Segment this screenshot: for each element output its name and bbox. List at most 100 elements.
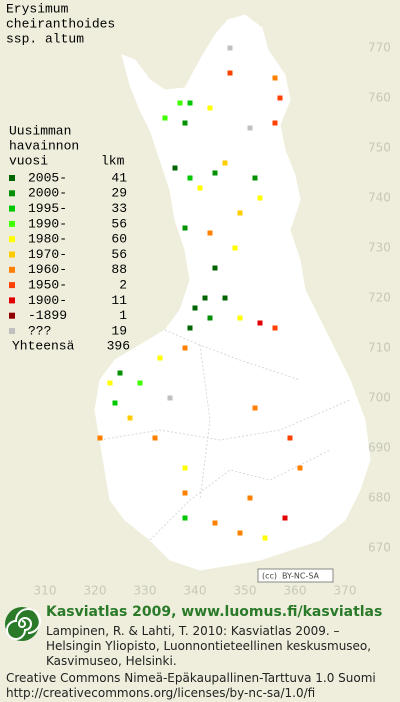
x-axis-label: 350 bbox=[234, 584, 257, 598]
legend-heading: Uusimman bbox=[9, 123, 71, 138]
observation-square bbox=[212, 170, 218, 176]
legend-swatch bbox=[9, 328, 15, 334]
brand: Kasviatlas 2009, www.luomus.fi/kasviatla… bbox=[46, 604, 383, 620]
y-axis-label: 710 bbox=[368, 341, 391, 355]
observation-square bbox=[112, 400, 118, 406]
x-axis-label: 320 bbox=[84, 584, 107, 598]
legend-swatch bbox=[9, 190, 15, 197]
observation-square bbox=[257, 320, 263, 326]
y-axis-label: 740 bbox=[368, 191, 391, 205]
legend-count: 1 bbox=[119, 308, 127, 323]
legend-count: 11 bbox=[111, 293, 127, 308]
observation-square bbox=[107, 380, 113, 386]
observation-square bbox=[182, 490, 188, 496]
license-cc: (cc) bbox=[262, 572, 277, 581]
legend-swatch bbox=[9, 266, 15, 273]
x-axis-label: 310 bbox=[34, 584, 57, 598]
observation-square bbox=[237, 315, 243, 321]
legend-col-count: lkm bbox=[101, 153, 125, 168]
observation-square bbox=[137, 380, 143, 386]
title-line: Erysimum bbox=[6, 1, 69, 16]
y-axis-label: 770 bbox=[368, 41, 391, 55]
observation-square bbox=[182, 465, 188, 471]
license-badge-text: BY-NC-SA bbox=[282, 572, 320, 581]
legend-count: 60 bbox=[111, 232, 127, 247]
y-axis-label: 670 bbox=[368, 541, 391, 555]
legend-period: 1980- bbox=[28, 232, 67, 247]
y-axis-label: 690 bbox=[368, 441, 391, 455]
observation-square bbox=[227, 70, 233, 76]
legend-period: 1990- bbox=[28, 216, 67, 231]
legend-period: 1900- bbox=[28, 293, 67, 308]
observation-square bbox=[222, 160, 228, 166]
y-axis-label: 680 bbox=[368, 491, 391, 505]
observation-square bbox=[247, 495, 253, 501]
y-axis-label: 750 bbox=[368, 141, 391, 155]
observation-square bbox=[157, 355, 163, 361]
citation-line: Lampinen, R. & Lahti, T. 2010: Kasviatla… bbox=[46, 624, 340, 638]
y-axis-label: 730 bbox=[368, 241, 391, 255]
license-line: http://creativecommons.org/licenses/by-n… bbox=[6, 686, 316, 700]
observation-square bbox=[182, 345, 188, 351]
title-line: cheiranthoides bbox=[6, 16, 115, 31]
legend-count: 56 bbox=[111, 247, 127, 262]
legend-swatch bbox=[9, 175, 15, 181]
legend-swatch bbox=[9, 236, 15, 243]
legend-total-label: Yhteensä bbox=[12, 339, 75, 354]
map: (cc) BY-NC-SA 770 760 750 740 730 720 710 700 69… bbox=[6, 1, 391, 598]
citation-line: Helsingin Yliopisto, Luonnontieteellinen… bbox=[46, 639, 372, 653]
observation-square bbox=[282, 515, 288, 521]
legend-period: 1950- bbox=[28, 278, 67, 293]
observation-square bbox=[182, 515, 188, 521]
legend-count: 19 bbox=[111, 323, 127, 338]
logo bbox=[5, 607, 41, 641]
observation-square bbox=[167, 395, 173, 401]
legend-swatch bbox=[9, 205, 15, 212]
observation-square bbox=[272, 75, 278, 81]
observation-square bbox=[272, 120, 278, 126]
x-axis-label: 330 bbox=[134, 584, 157, 598]
legend-heading: havainnon bbox=[9, 138, 79, 153]
x-axis-label: 370 bbox=[334, 584, 357, 598]
x-axis-label: 360 bbox=[284, 584, 307, 598]
license-line: Creative Commons Nimeä-Epäkaupallinen-Ta… bbox=[6, 671, 376, 685]
legend-swatch bbox=[9, 251, 15, 258]
legend-period: 2005- bbox=[28, 170, 67, 185]
observation-square bbox=[207, 230, 213, 236]
observation-square bbox=[207, 105, 213, 111]
y-axis-label: 700 bbox=[368, 391, 391, 405]
legend-swatch bbox=[9, 312, 15, 319]
observation-square bbox=[252, 175, 258, 181]
observation-square bbox=[207, 315, 213, 321]
observation-square bbox=[177, 100, 183, 106]
observation-square bbox=[257, 195, 263, 201]
observation-square bbox=[182, 225, 188, 231]
title-line: ssp. altum bbox=[6, 31, 84, 46]
observation-square bbox=[152, 435, 158, 441]
observation-square bbox=[237, 530, 243, 536]
x-axis-label: 340 bbox=[184, 584, 207, 598]
legend-period: 1960- bbox=[28, 262, 67, 277]
observation-square bbox=[297, 465, 303, 471]
observation-square bbox=[197, 185, 203, 191]
observation-square bbox=[172, 165, 178, 171]
legend-count: 56 bbox=[111, 216, 127, 231]
observation-square bbox=[222, 295, 228, 301]
observation-square bbox=[117, 370, 123, 376]
observation-square bbox=[162, 115, 168, 121]
observation-square bbox=[187, 175, 193, 181]
observation-square bbox=[192, 305, 198, 311]
observation-square bbox=[277, 95, 283, 101]
legend-period: 1995- bbox=[28, 201, 67, 216]
province-borders bbox=[99, 329, 351, 541]
observation-square bbox=[272, 325, 278, 331]
legend-period: 1970- bbox=[28, 247, 67, 262]
observation-square bbox=[187, 325, 193, 331]
legend-swatch bbox=[9, 282, 15, 289]
y-axis-label: 760 bbox=[368, 91, 391, 105]
observation-square bbox=[232, 245, 238, 251]
citation-line: Kasvimuseo, Helsinki. bbox=[46, 654, 177, 668]
legend-swatch bbox=[9, 220, 15, 227]
finland-outline bbox=[94, 14, 371, 571]
